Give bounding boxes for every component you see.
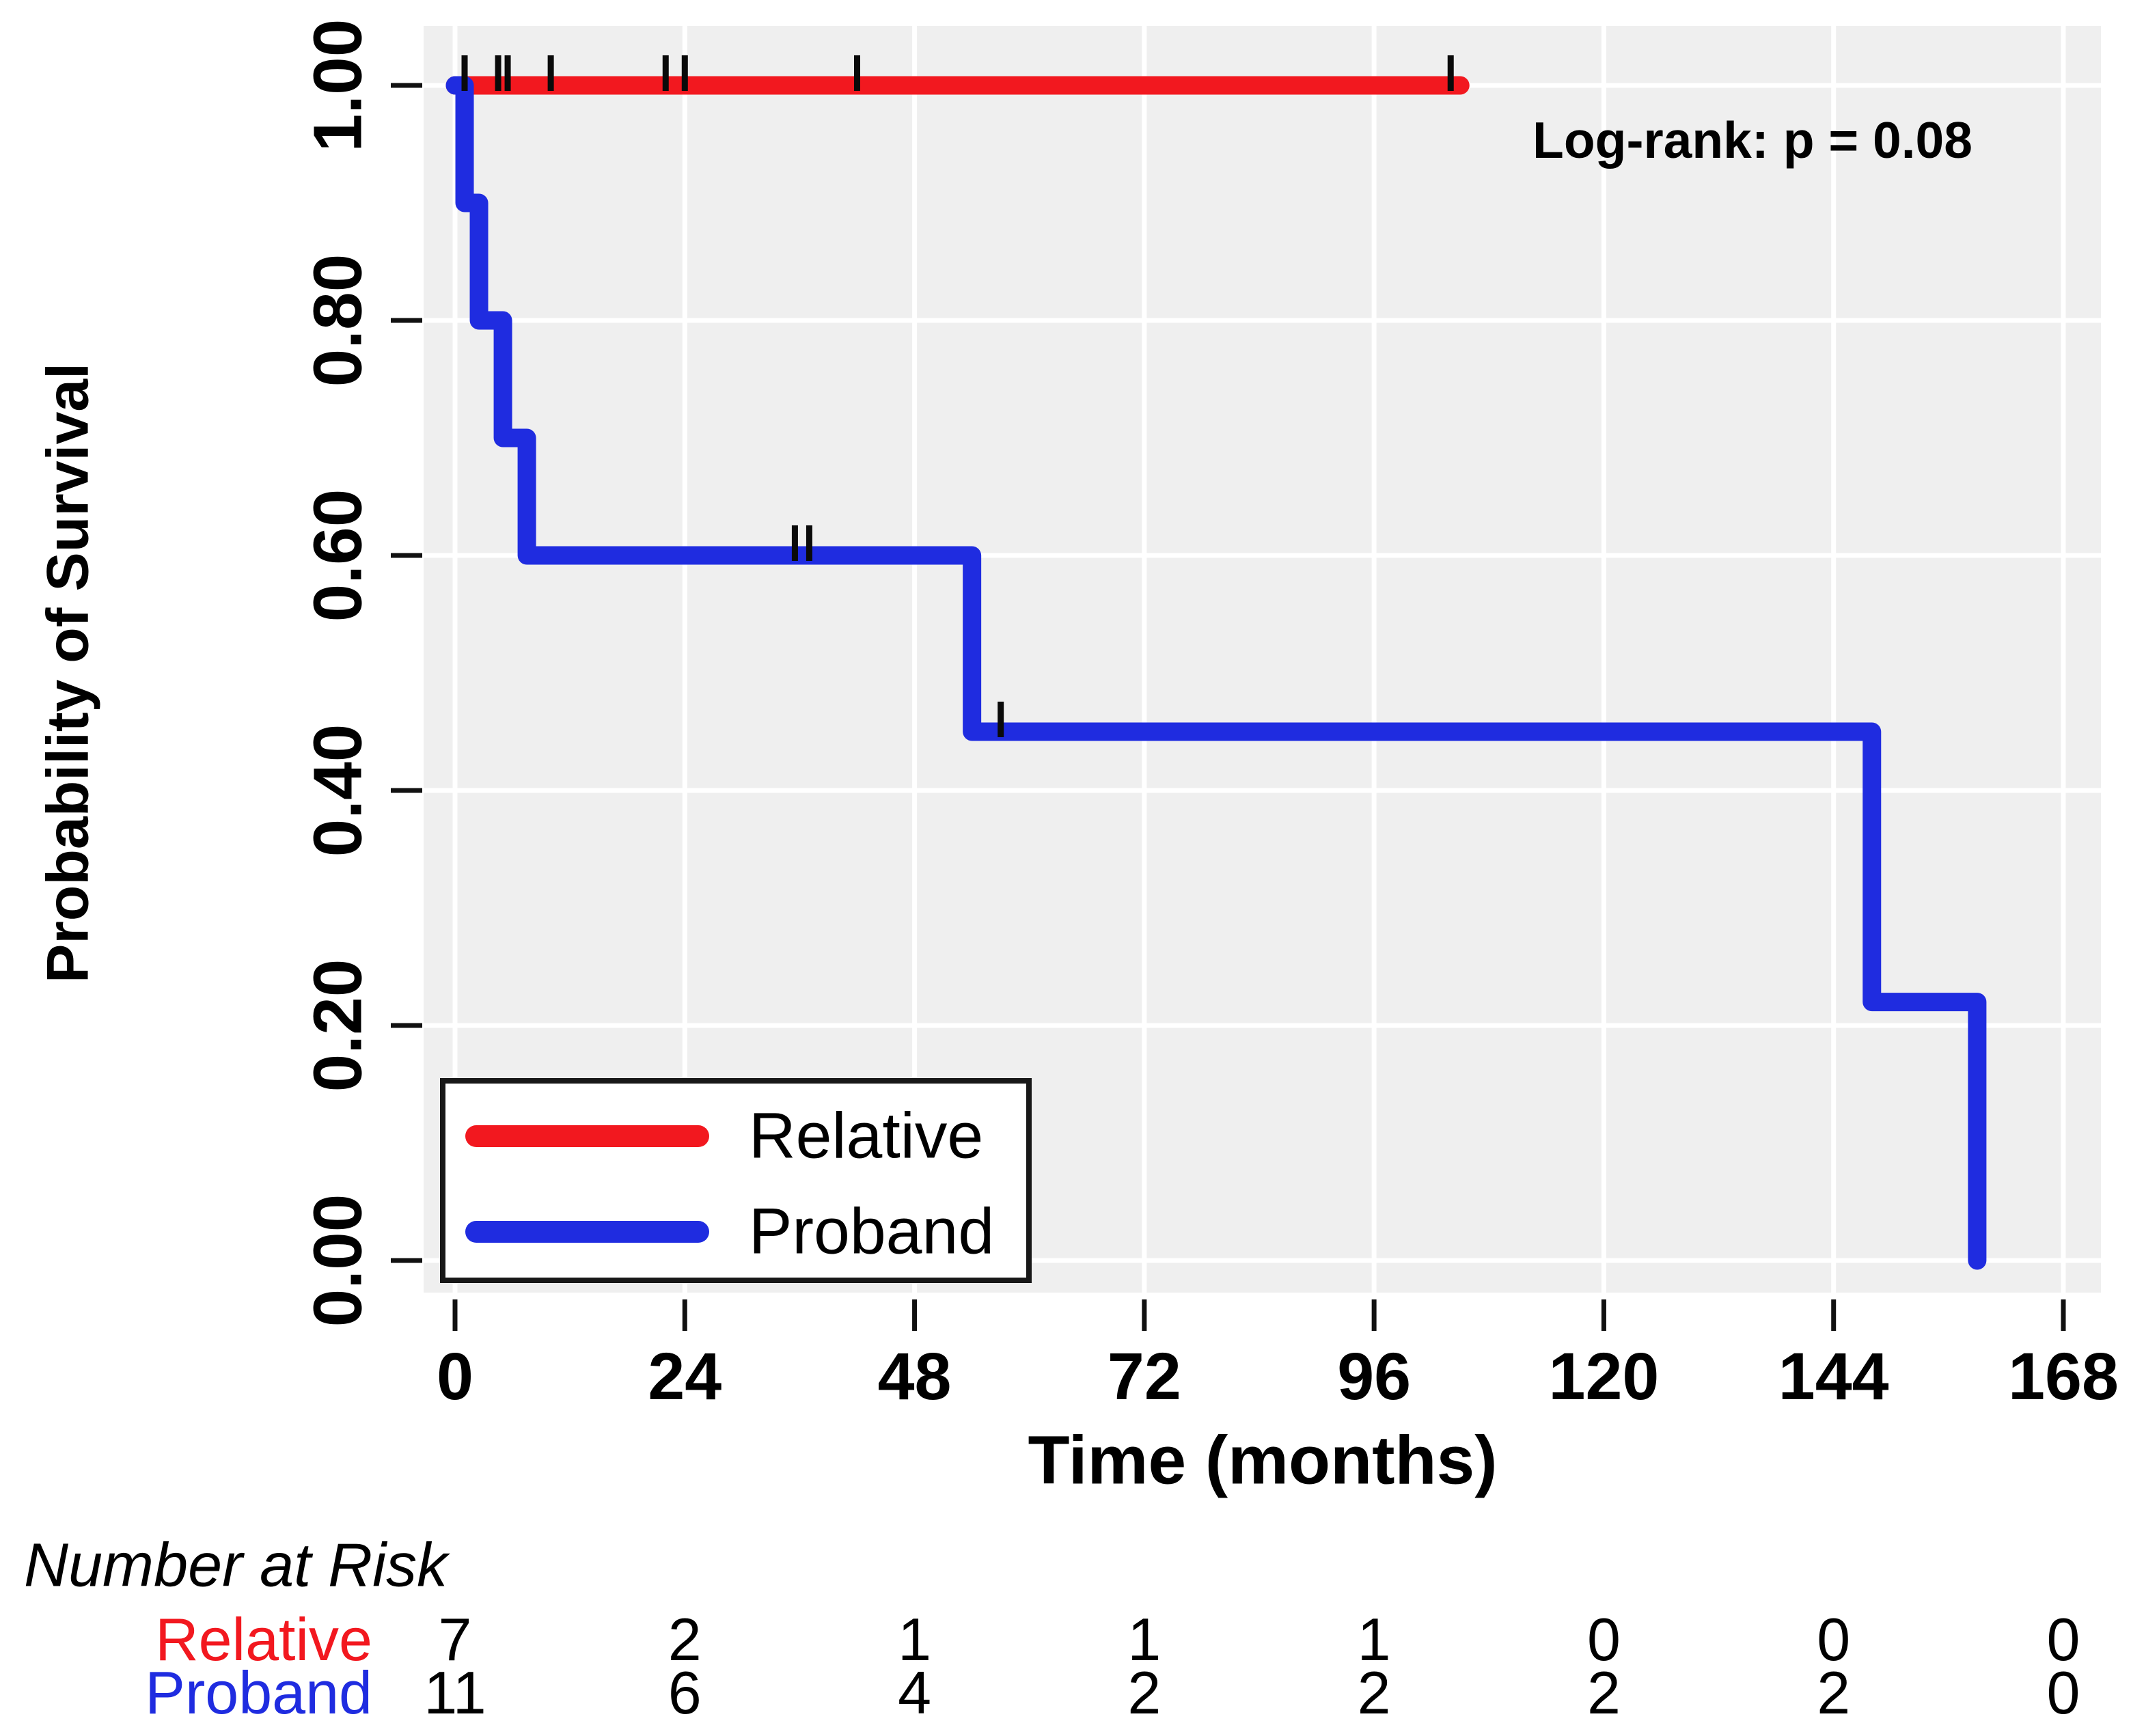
legend-swatch-proband [465, 1221, 709, 1243]
x-tick-label: 120 [1548, 1339, 1660, 1414]
legend-box: Relative Proband [440, 1078, 1032, 1283]
risk-value: 0 [1586, 1606, 1621, 1673]
risk-row-label-relative: Relative [155, 1606, 372, 1673]
log-rank-annotation: Log-rank: p = 0.08 [1532, 111, 1972, 169]
risk-value: 2 [1127, 1659, 1161, 1726]
x-tick-label: 144 [1778, 1339, 1889, 1414]
y-axis-title: Probability of Survival [35, 363, 101, 983]
legend-label: Relative [749, 1099, 984, 1172]
risk-value: 1 [898, 1606, 932, 1673]
y-tick-label: 0.00 [299, 1194, 376, 1327]
risk-value: 4 [898, 1659, 932, 1726]
risk-row-label-proband: Proband [145, 1659, 372, 1726]
y-tick-label: 1.00 [299, 18, 376, 152]
risk-value: 7 [438, 1606, 472, 1673]
risk-value: 0 [2046, 1606, 2080, 1673]
risk-value: 2 [668, 1606, 702, 1673]
risk-value: 2 [1357, 1659, 1391, 1726]
risk-table-title: Number at Risk [24, 1531, 448, 1600]
legend-swatch-relative [465, 1125, 709, 1147]
x-tick-label: 24 [648, 1339, 722, 1414]
risk-value: 1 [1357, 1606, 1391, 1673]
y-tick-label: 0.40 [299, 724, 376, 857]
risk-value: 11 [424, 1659, 486, 1726]
risk-value: 0 [2046, 1659, 2080, 1726]
y-tick-label: 0.80 [299, 253, 376, 387]
legend-label: Proband [749, 1195, 995, 1268]
survival-curve-proband [445, 76, 1987, 1270]
y-tick-label: 0.20 [299, 959, 376, 1092]
x-tick-label: 72 [1107, 1339, 1181, 1414]
risk-value: 1 [1127, 1606, 1161, 1673]
x-tick-label: 0 [437, 1339, 473, 1414]
risk-value: 0 [1817, 1606, 1851, 1673]
risk-value: 2 [1586, 1659, 1621, 1726]
x-tick-label: 168 [2008, 1339, 2119, 1414]
risk-value: 2 [1817, 1659, 1851, 1726]
x-tick-label: 48 [877, 1339, 952, 1414]
y-tick-label: 0.60 [299, 488, 376, 622]
risk-value: 6 [668, 1659, 702, 1726]
x-axis-title: Time (months) [1028, 1422, 1498, 1499]
x-tick-label: 96 [1337, 1339, 1412, 1414]
